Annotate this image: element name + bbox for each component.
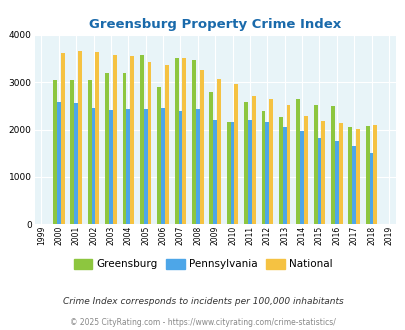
Bar (199, 70, 203, 224)
Bar (269, 99, 272, 224)
Bar (178, 111, 182, 224)
Bar (243, 102, 247, 224)
Legend: Greensburg, Pennsylvania, National: Greensburg, Pennsylvania, National (69, 255, 336, 274)
Bar (157, 87, 161, 224)
Bar (217, 79, 220, 224)
Bar (286, 105, 290, 224)
Bar (213, 120, 217, 224)
Bar (352, 146, 355, 224)
Bar (369, 153, 373, 224)
Bar (53, 80, 57, 224)
Bar (296, 99, 299, 224)
Bar (355, 129, 359, 224)
Bar (338, 123, 342, 224)
Bar (334, 141, 338, 224)
Bar (347, 127, 352, 224)
Bar (78, 51, 82, 224)
Bar (95, 52, 99, 224)
Bar (373, 125, 376, 224)
Bar (61, 53, 64, 224)
Bar (122, 73, 126, 224)
Text: Crime Index corresponds to incidents per 100,000 inhabitants: Crime Index corresponds to incidents per… (62, 297, 343, 307)
Title: Greensburg Property Crime Index: Greensburg Property Crime Index (89, 18, 341, 31)
Bar (182, 58, 186, 224)
Bar (113, 54, 116, 224)
Bar (192, 60, 196, 224)
Bar (313, 105, 317, 224)
Bar (317, 138, 320, 224)
Bar (282, 127, 286, 224)
Bar (261, 111, 265, 224)
Bar (105, 73, 109, 224)
Bar (247, 120, 251, 224)
Bar (130, 56, 134, 224)
Bar (143, 109, 147, 224)
Bar (140, 55, 143, 224)
Bar (161, 108, 164, 224)
Bar (57, 102, 61, 224)
Bar (196, 109, 199, 224)
Bar (330, 106, 334, 224)
Bar (265, 122, 269, 224)
Bar (92, 108, 95, 224)
Text: © 2025 CityRating.com - https://www.cityrating.com/crime-statistics/: © 2025 CityRating.com - https://www.city… (70, 318, 335, 327)
Bar (365, 126, 369, 224)
Bar (226, 122, 230, 224)
Bar (164, 65, 168, 224)
Bar (174, 58, 178, 224)
Bar (209, 91, 213, 224)
Bar (87, 80, 92, 224)
Bar (303, 116, 307, 224)
Bar (251, 96, 255, 224)
Bar (147, 62, 151, 224)
Bar (126, 109, 130, 224)
Bar (109, 110, 113, 224)
Bar (230, 122, 234, 224)
Bar (320, 120, 324, 224)
Bar (70, 80, 74, 224)
Bar (74, 103, 78, 224)
Bar (278, 117, 282, 224)
Bar (299, 131, 303, 224)
Bar (234, 83, 238, 224)
